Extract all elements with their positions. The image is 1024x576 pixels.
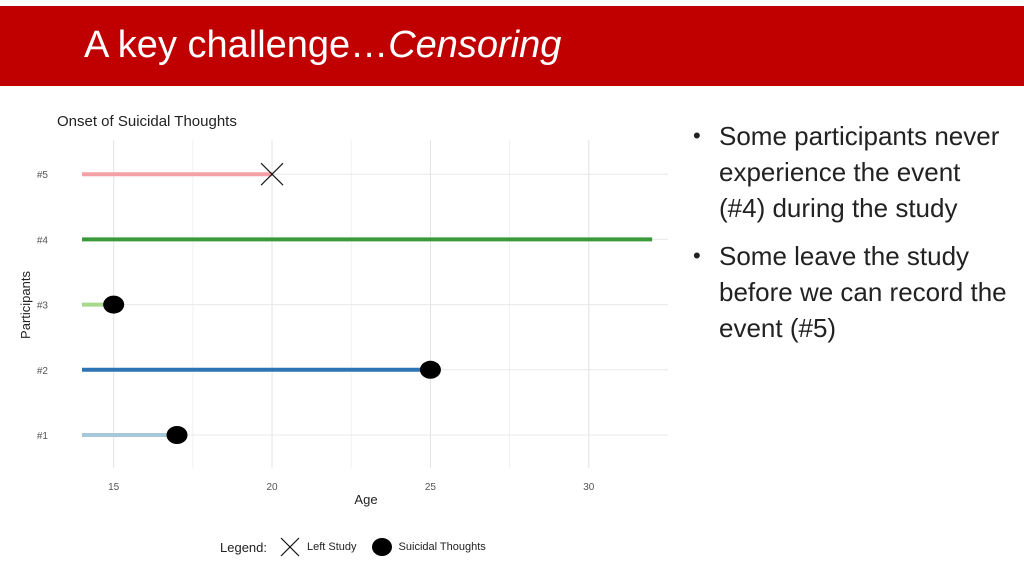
legend-label: Suicidal Thoughts <box>398 541 486 553</box>
y-tick-label: #3 <box>37 301 49 312</box>
x-tick-label: 15 <box>108 482 120 493</box>
legend-item-left-study: Left Study <box>279 536 357 558</box>
y-tick-label: #5 <box>37 170 49 181</box>
event-marker-suicidal-thoughts <box>103 295 125 314</box>
bullet-list: • Some participants never experience the … <box>693 118 1013 358</box>
slide-title: A key challenge…Censoring <box>84 24 561 67</box>
y-tick-label: #4 <box>37 235 49 246</box>
bullet-text: Some participants never experience the e… <box>719 121 1000 223</box>
legend-title: Legend: <box>220 539 267 555</box>
bullet-item: • Some leave the study before we can reco… <box>693 238 1013 346</box>
x-tick-label: 20 <box>266 482 278 493</box>
y-tick-label: #1 <box>37 431 49 442</box>
chart-title: Onset of Suicidal Thoughts <box>57 113 237 130</box>
filled-circle-icon <box>371 538 392 556</box>
title-bar: A key challenge…Censoring <box>0 6 1024 86</box>
x-axis-label: Age <box>354 492 377 507</box>
x-marker-icon <box>280 537 300 557</box>
slide-title-prefix: A key challenge… <box>84 24 389 66</box>
legend-item-suicidal-thoughts: Suicidal Thoughts <box>371 536 486 558</box>
x-tick-label: 25 <box>425 482 437 493</box>
bullet-item: • Some participants never experience the … <box>693 118 1013 226</box>
slide-title-emphasis: Censoring <box>388 24 562 66</box>
legend-label: Left Study <box>307 541 357 553</box>
y-axis-label: Participants <box>18 271 33 339</box>
chart-legend: Legend: Left Study Suicidal Thoughts <box>220 536 500 558</box>
x-tick-label: 30 <box>583 482 595 493</box>
event-marker-suicidal-thoughts <box>419 360 441 379</box>
bullet-text: Some leave the study before we can recor… <box>719 241 1007 343</box>
bullet-icon: • <box>693 243 701 268</box>
event-marker-suicidal-thoughts <box>166 426 188 444</box>
event-marker-left-study <box>260 162 284 186</box>
bullet-icon: • <box>693 123 701 148</box>
survival-chart: Onset of Suicidal Thoughts #1 #2 #3 #4 #5 15 20… <box>18 113 668 507</box>
y-tick-label: #2 <box>37 366 49 377</box>
